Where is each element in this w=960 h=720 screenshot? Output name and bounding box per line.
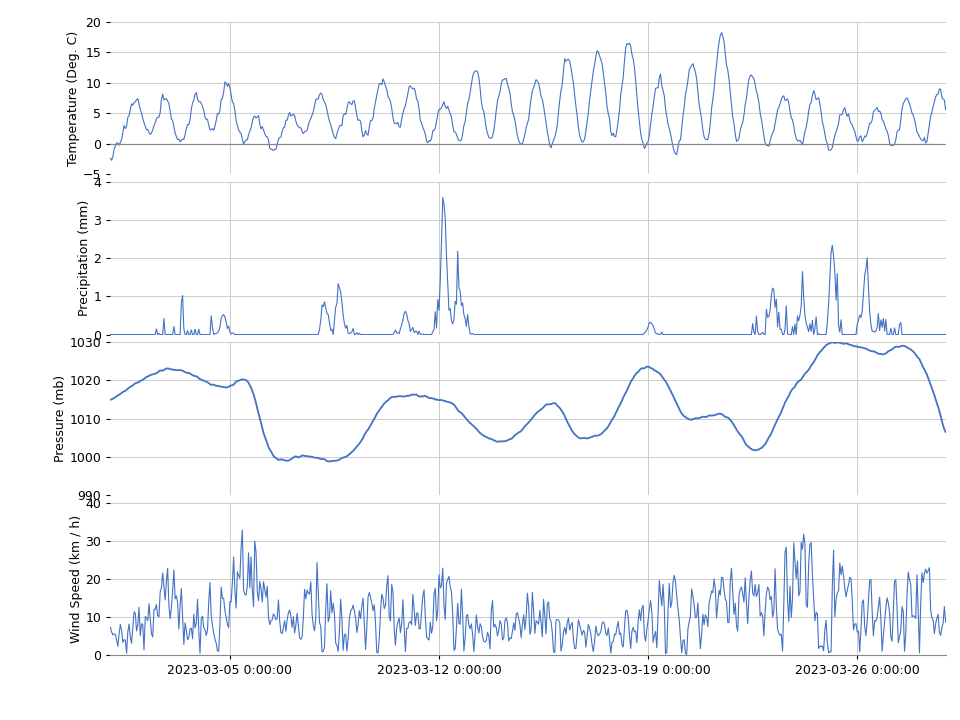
Y-axis label: Pressure (mb): Pressure (mb) — [54, 375, 66, 462]
Y-axis label: Wind Speed (km / h): Wind Speed (km / h) — [70, 515, 83, 643]
Y-axis label: Precipitation (mm): Precipitation (mm) — [78, 200, 90, 316]
Y-axis label: Temperature (Deg. C): Temperature (Deg. C) — [67, 30, 80, 166]
